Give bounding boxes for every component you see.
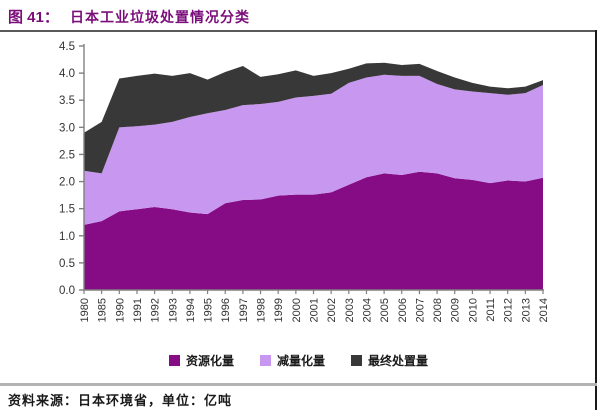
y-axis-label: 3.5 [59,95,75,107]
x-axis-label: 2007 [414,298,426,322]
x-axis-label: 2001 [309,298,321,322]
y-axis-label: 0.0 [59,285,75,297]
x-axis-label: 1985 [97,298,109,322]
area-series-3 [84,62,543,174]
x-axis-label: 1996 [220,298,232,322]
legend-swatch-icon [168,355,180,366]
legend-swatch-icon [259,355,271,366]
y-axis-label: 2.0 [59,177,75,189]
header-divider [0,30,597,32]
legend-label: 资源化量 [185,354,234,368]
y-axis-label: 0.5 [59,258,75,270]
x-axis-label: 1994 [185,298,197,322]
legend-item-1: 资源化量 [168,352,234,369]
legend-item-2: 减量化量 [259,352,325,369]
footer-divider [0,383,597,386]
x-axis-label: 1993 [167,298,179,322]
x-axis-label: 2008 [432,298,444,322]
y-axis-label: 4.0 [59,68,75,80]
legend-swatch-icon [351,355,362,366]
x-axis-label: 2009 [450,298,462,322]
right-border [595,30,597,410]
chart-legend: 资源化量 减量化量 最终处置量 [0,352,597,369]
x-axis-label: 1998 [256,298,268,322]
x-axis-label: 1990 [114,298,126,322]
legend-label: 最终处置量 [368,354,429,368]
figure-header: 图 41： 日本工业垃圾处置情况分类 [8,6,592,28]
x-axis-label: 2011 [485,298,497,322]
x-axis-label: 2012 [503,298,515,322]
figure-number: 图 41： [8,9,59,26]
legend-label: 减量化量 [276,354,325,368]
x-axis-label: 2014 [538,298,550,322]
legend-item-3: 最终处置量 [351,352,428,369]
x-axis-label: 1999 [273,298,285,322]
x-axis-label: 2004 [361,298,373,322]
x-axis-label: 1997 [238,298,250,322]
x-axis-label: 2002 [326,298,338,322]
x-axis-label: 2003 [344,298,356,322]
x-axis-label: 2010 [467,298,479,322]
y-axis-label: 1.0 [59,231,75,243]
y-axis-label: 1.5 [59,204,75,216]
y-axis-label: 2.5 [59,149,75,161]
x-axis-label: 2006 [397,298,409,322]
x-axis-label: 1991 [132,298,144,322]
source-note: 资料来源：日本环境省，单位：亿吨 [8,393,233,408]
x-axis-label: 1980 [79,298,91,322]
x-axis-label: 2000 [291,298,303,322]
x-axis-label: 2005 [379,298,391,322]
area-series-2 [84,74,543,225]
y-axis-label: 4.5 [59,41,75,53]
x-axis-label: 2013 [520,298,532,322]
x-axis-label: 1995 [203,298,215,322]
x-axis-label: 1992 [150,298,162,322]
figure-title: 日本工业垃圾处置情况分类 [70,9,250,25]
y-axis-label: 3.0 [59,122,75,134]
area-series-1 [84,171,543,290]
